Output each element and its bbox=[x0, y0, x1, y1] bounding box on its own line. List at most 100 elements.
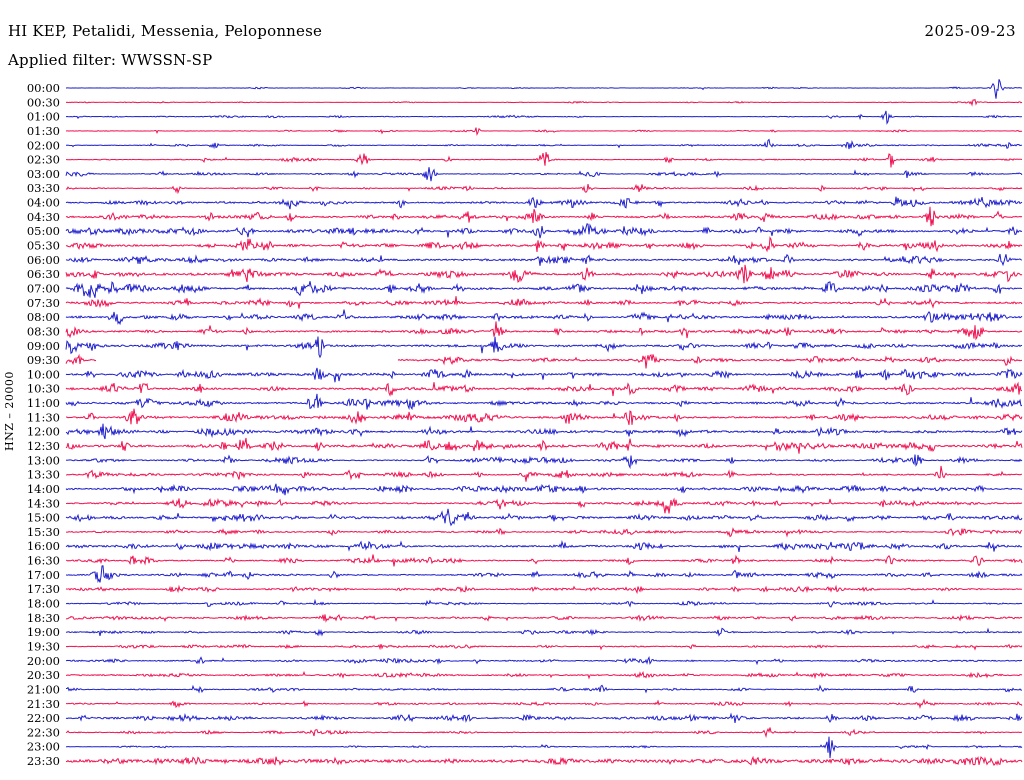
trace-row-21:00 bbox=[65, 684, 1023, 694]
trace-row-00:30 bbox=[65, 98, 1023, 107]
trace-row-12:30 bbox=[65, 437, 1023, 454]
trace-row-22:30 bbox=[65, 727, 1023, 739]
row-time-label: 13:30 bbox=[27, 468, 60, 482]
row-time-label: 10:30 bbox=[27, 382, 60, 396]
trace-row-23:00 bbox=[65, 736, 1023, 759]
row-time-label: 09:30 bbox=[27, 353, 60, 367]
trace-row-08:00 bbox=[65, 309, 1023, 326]
trace-row-05:30 bbox=[65, 236, 1023, 253]
row-time-label: 00:00 bbox=[27, 81, 60, 95]
trace-row-00:00 bbox=[65, 79, 1023, 99]
trace-row-17:30 bbox=[65, 584, 1023, 595]
row-time-label: 14:30 bbox=[27, 496, 60, 510]
row-time-label: 01:30 bbox=[27, 124, 60, 138]
trace-row-04:30 bbox=[65, 206, 1023, 227]
trace-row-11:30 bbox=[65, 408, 1023, 425]
trace-row-10:30 bbox=[65, 381, 1023, 397]
trace-row-02:30 bbox=[65, 152, 1023, 168]
trace-row-19:30 bbox=[65, 643, 1023, 651]
trace-row-16:00 bbox=[65, 540, 1023, 553]
row-time-label: 16:00 bbox=[27, 539, 60, 553]
trace-row-13:00 bbox=[65, 454, 1023, 470]
row-time-label: 08:30 bbox=[27, 324, 60, 338]
row-time-label: 22:30 bbox=[27, 725, 60, 739]
trace-row-18:30 bbox=[65, 614, 1023, 623]
row-time-label: 03:30 bbox=[27, 181, 60, 195]
row-time-label: 09:00 bbox=[27, 339, 60, 353]
trace-row-07:00 bbox=[65, 281, 1023, 298]
trace-row-07:30 bbox=[65, 296, 1023, 309]
trace-row-03:30 bbox=[65, 183, 1023, 195]
trace-row-09:30 bbox=[65, 353, 1023, 369]
row-time-label: 11:30 bbox=[27, 410, 60, 424]
trace-row-22:00 bbox=[65, 712, 1023, 724]
row-time-label: 11:00 bbox=[27, 396, 60, 410]
trace-row-20:30 bbox=[65, 670, 1023, 680]
row-time-label: 19:30 bbox=[27, 640, 60, 654]
row-time-label: 16:30 bbox=[27, 554, 60, 568]
date-label: 2025-09-23 bbox=[924, 22, 1016, 40]
row-time-label: 06:00 bbox=[27, 253, 60, 267]
station-title: HI KEP, Petalidi, Messenia, Peloponnese bbox=[8, 22, 323, 40]
row-time-label: 04:30 bbox=[27, 210, 60, 224]
row-time-label: 20:00 bbox=[27, 654, 60, 668]
row-time-label: 12:00 bbox=[27, 425, 60, 439]
trace-row-04:00 bbox=[65, 196, 1023, 210]
row-time-label: 12:30 bbox=[27, 439, 60, 453]
row-time-label: 08:00 bbox=[27, 310, 60, 324]
row-time-label: 06:30 bbox=[27, 267, 60, 281]
row-time-label: 07:30 bbox=[27, 296, 60, 310]
trace-row-05:00 bbox=[65, 223, 1023, 239]
row-time-label: 23:30 bbox=[27, 754, 60, 768]
row-time-label: 07:00 bbox=[27, 282, 60, 296]
filter-label: Applied filter: WWSSN-SP bbox=[8, 51, 213, 69]
row-time-label: 21:00 bbox=[27, 682, 60, 696]
row-time-label: 18:00 bbox=[27, 597, 60, 611]
trace-row-01:30 bbox=[65, 127, 1023, 137]
row-time-label: 03:00 bbox=[27, 167, 60, 181]
row-time-label: 23:00 bbox=[27, 740, 60, 754]
row-time-label: 22:00 bbox=[27, 711, 60, 725]
trace-row-20:00 bbox=[65, 656, 1023, 666]
trace-row-12:00 bbox=[65, 423, 1023, 440]
row-time-label: 00:30 bbox=[27, 95, 60, 109]
row-time-label: 17:00 bbox=[27, 568, 60, 582]
trace-row-10:00 bbox=[65, 367, 1023, 383]
row-time-label: 13:00 bbox=[27, 453, 60, 467]
trace-row-14:00 bbox=[65, 483, 1023, 496]
trace-row-17:00 bbox=[65, 565, 1023, 583]
trace-row-13:30 bbox=[65, 465, 1023, 482]
trace-row-01:00 bbox=[65, 110, 1023, 125]
row-time-label: 02:00 bbox=[27, 138, 60, 152]
row-time-label: 10:00 bbox=[27, 367, 60, 381]
trace-row-09:00 bbox=[65, 336, 1023, 359]
row-time-label: 17:30 bbox=[27, 582, 60, 596]
trace-row-11:00 bbox=[65, 393, 1023, 411]
trace-row-08:30 bbox=[65, 321, 1023, 341]
row-time-label: 14:00 bbox=[27, 482, 60, 496]
trace-row-16:30 bbox=[65, 554, 1023, 567]
trace-row-15:00 bbox=[65, 508, 1023, 527]
row-time-label: 19:00 bbox=[27, 625, 60, 639]
row-time-label: 02:30 bbox=[27, 153, 60, 167]
row-time-label: 01:00 bbox=[27, 110, 60, 124]
row-time-label: 05:00 bbox=[27, 224, 60, 238]
trace-row-06:00 bbox=[65, 253, 1023, 267]
row-time-label: 15:00 bbox=[27, 511, 60, 525]
trace-row-03:00 bbox=[65, 167, 1023, 182]
row-time-label: 04:00 bbox=[27, 196, 60, 210]
trace-row-02:00 bbox=[65, 138, 1023, 150]
row-time-label: 20:30 bbox=[27, 668, 60, 682]
trace-row-19:00 bbox=[65, 627, 1023, 637]
trace-row-18:00 bbox=[65, 598, 1023, 608]
row-time-label: 15:30 bbox=[27, 525, 60, 539]
trace-row-23:30 bbox=[65, 755, 1023, 767]
row-time-label: 21:30 bbox=[27, 697, 60, 711]
trace-row-14:30 bbox=[65, 497, 1023, 514]
trace-row-21:30 bbox=[65, 698, 1023, 710]
row-time-label: 05:30 bbox=[27, 239, 60, 253]
trace-row-15:30 bbox=[65, 527, 1023, 538]
trace-row-06:30 bbox=[65, 264, 1023, 284]
